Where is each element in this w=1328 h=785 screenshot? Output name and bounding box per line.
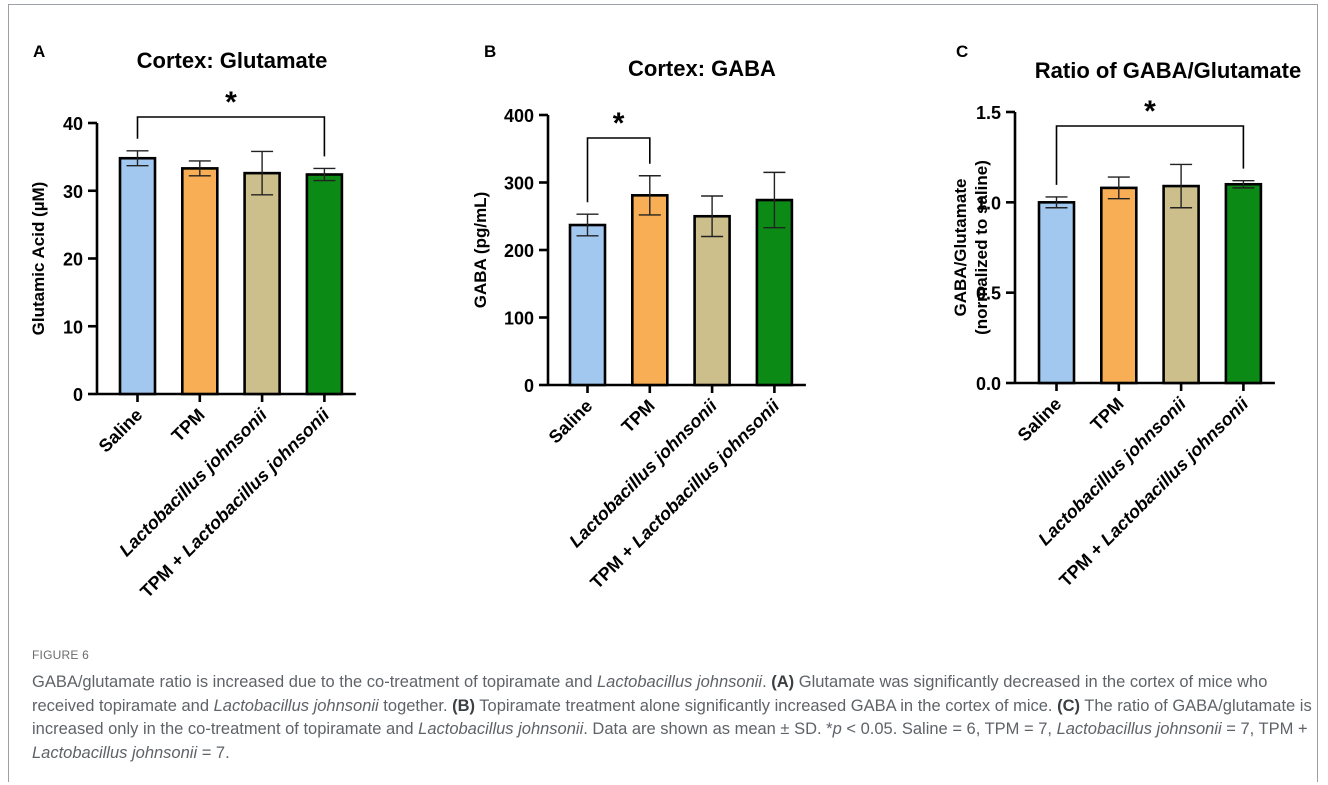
x-tick-label-text: TPM: [618, 396, 659, 437]
error-bar: [188, 160, 211, 177]
bar: [118, 156, 157, 396]
figure-frame: [8, 4, 1318, 782]
figure-label: FIGURE 6: [32, 648, 89, 662]
y-tick-label: 300: [504, 174, 534, 194]
caption-segment: (B): [452, 696, 476, 715]
y-tick-label: 200: [504, 241, 534, 261]
caption-segment: . Data are shown as mean ± SD. *: [583, 720, 833, 738]
significance-bracket: [1055, 125, 1245, 185]
caption-segment: The ratio of GABA/glutamate is increased…: [32, 696, 1312, 739]
bar: [1162, 184, 1200, 385]
panel-letter: B: [484, 42, 496, 61]
caption-segment: (C): [1057, 696, 1080, 715]
figure-charts: A Cortex: Glutamate 0 10 20 30 40 Glutamic Acid…: [29, 42, 1301, 602]
caption-segment: p: [832, 720, 842, 738]
x-tick-label: Saline: [545, 396, 597, 448]
x-tick-label-text: Saline: [95, 405, 147, 457]
caption-text: GABA/glutamate ratio is increased due to…: [32, 671, 1312, 765]
y-tick-label: 1.5: [976, 103, 1001, 123]
error-bar: [1045, 196, 1068, 209]
x-tick-label-text: Saline: [545, 396, 597, 448]
caption-segment: Glutamate was significantly decreased in…: [32, 673, 1268, 715]
chart-panel-c: C Ratio of GABA/Glutamate 0.0 0.5 1.0 1.5 GABA…: [951, 42, 1301, 591]
caption-segment: < 0.05. Saline = 6, TPM = 7,: [841, 720, 1057, 738]
figure-caption: FIGURE 6 GABA/glutamate ratio is increas…: [32, 648, 1312, 765]
x-tick-label-text: TPM +: [586, 537, 642, 593]
y-axis-label: GABA/Glutamate: [951, 179, 970, 317]
caption-segment: GABA/glutamate ratio is increased due to…: [32, 673, 597, 691]
error-bar: [313, 167, 336, 182]
bar: [305, 173, 344, 396]
y-tick-label: 40: [63, 114, 83, 134]
y-axis-label: GABA (pg/mL): [471, 192, 490, 308]
chart-panel-a: A Cortex: Glutamate 0 10 20 30 40 Glutamic Acid…: [29, 42, 356, 602]
error-bar: [251, 150, 274, 196]
significance-star: *: [1144, 95, 1156, 128]
x-tick-label-text: TPM: [168, 405, 209, 446]
x-tick-label: TPM: [618, 396, 659, 437]
significance-star: *: [613, 107, 625, 140]
error-bar: [1170, 163, 1193, 209]
caption-segment: Lactobacillus johnsonii: [596, 673, 763, 691]
caption-segment: together.: [378, 696, 453, 715]
significance-bracket: [586, 137, 651, 203]
caption-segment: .: [762, 673, 772, 691]
panel-letter: C: [956, 42, 968, 61]
y-tick-label: 10: [63, 317, 83, 337]
bar: [1037, 201, 1076, 385]
y-tick-label: 0: [73, 385, 83, 405]
caption-segment: Lactobacillus johnsonii: [213, 696, 379, 715]
x-tick-label: Saline: [1014, 394, 1066, 446]
caption-segment: Topiramate treatment alone significantly…: [475, 696, 1058, 715]
bar: [1100, 186, 1138, 385]
error-bar: [1107, 176, 1130, 200]
error-bar: [1232, 179, 1255, 189]
caption-segment: Lactobacillus johnsonii: [418, 720, 584, 738]
caption-segment: Lactobacillus johnsonii: [1056, 720, 1222, 738]
x-tick-label: Saline: [95, 405, 147, 457]
y-tick-label: 100: [504, 309, 534, 329]
caption-segment: = 7, TPM +: [1221, 720, 1308, 738]
significance-bracket: [136, 116, 326, 157]
chart-title: Cortex: Glutamate: [137, 48, 328, 73]
error-bar: [638, 175, 661, 216]
x-tick-label-text: TPM +: [136, 546, 192, 602]
x-tick-label: TPM: [1087, 394, 1128, 435]
x-tick-label-text: Saline: [1014, 394, 1066, 446]
error-bar: [701, 195, 724, 238]
bar: [1224, 182, 1263, 385]
chart-title: Cortex: GABA: [628, 56, 776, 81]
error-bar: [763, 171, 786, 229]
error-bar: [126, 150, 149, 167]
caption-segment: = 7.: [197, 743, 230, 762]
bar: [243, 171, 281, 396]
caption-segment: (A): [771, 673, 795, 691]
bar: [568, 223, 607, 387]
x-tick-label-text: TPM: [1087, 394, 1128, 435]
bar: [693, 214, 731, 387]
x-tick-label: TPM: [168, 405, 209, 446]
error-bar: [576, 213, 599, 237]
y-tick-label: 1.0: [976, 193, 1001, 213]
y-tick-label: 30: [63, 182, 83, 202]
chart-title: Ratio of GABA/Glutamate: [1035, 58, 1301, 83]
y-tick-label: 0.5: [976, 284, 1001, 304]
y-tick-label: 0: [524, 376, 534, 396]
panel-letter: A: [33, 42, 45, 61]
y-axis-label-line2: (normalized to saline): [972, 160, 991, 335]
x-tick-label-text: TPM +: [1055, 535, 1111, 591]
bar: [630, 194, 669, 387]
y-tick-label: 0.0: [976, 374, 1001, 394]
bar: [181, 167, 219, 396]
caption-segment: Lactobacillus johnsonii: [32, 743, 198, 762]
y-axis-label: Glutamic Acid (µM): [29, 182, 48, 336]
y-tick-label: 400: [504, 106, 534, 126]
y-tick-label: 20: [63, 250, 83, 270]
chart-panel-b: B Cortex: GABA 0 100 200 300 400 GABA (pg/mL) Sa…: [471, 42, 806, 593]
significance-star: *: [225, 86, 237, 119]
